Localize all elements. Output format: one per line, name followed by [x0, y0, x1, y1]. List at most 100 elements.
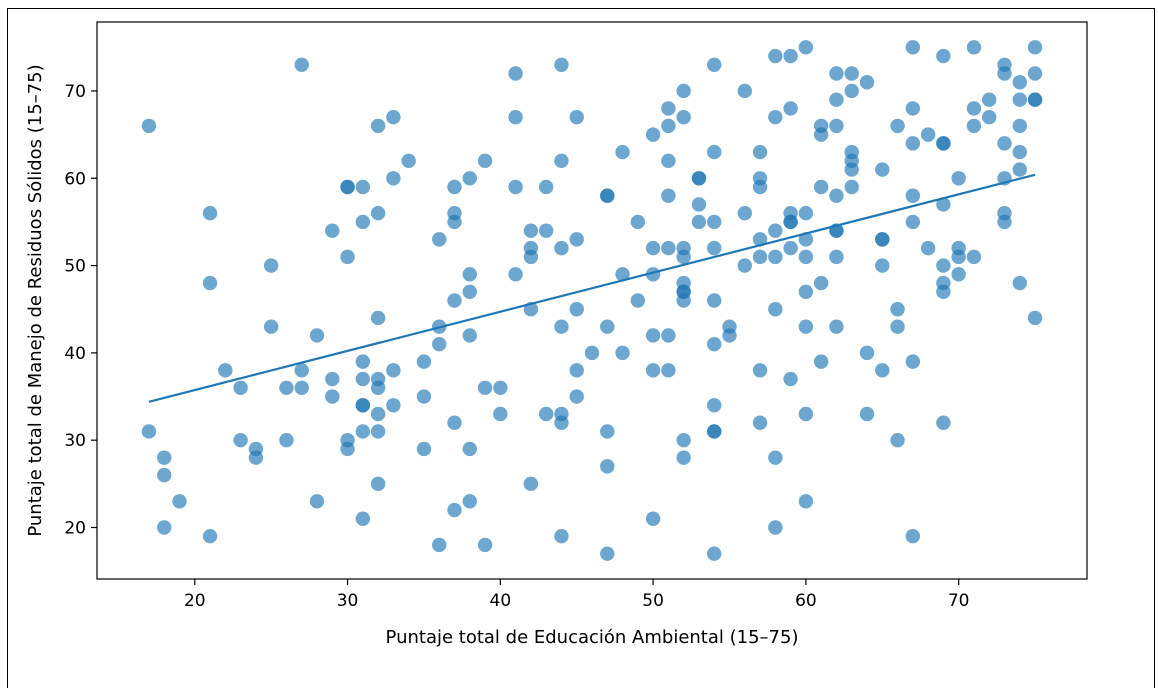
- scatter-point: [462, 284, 477, 299]
- y-tick-label: 30: [64, 431, 86, 451]
- scatter-point: [1012, 162, 1027, 177]
- scatter-point: [737, 258, 752, 273]
- scatter-point: [538, 223, 554, 238]
- x-tick-label: 20: [184, 591, 206, 611]
- scatter-point: [600, 546, 615, 561]
- scatter-point: [386, 171, 401, 186]
- scatter-point: [844, 83, 859, 99]
- scatter-point: [493, 380, 508, 396]
- scatter-point: [707, 240, 722, 256]
- scatter-point: [202, 275, 218, 291]
- y-axis-label: Puntaje total de Manejo de Residuos Sóli…: [25, 64, 46, 536]
- scatter-point: [386, 109, 401, 125]
- scatter-point: [768, 520, 783, 535]
- scatter-point: [768, 109, 783, 125]
- scatter-point: [569, 232, 584, 247]
- scatter-point: [936, 258, 951, 273]
- scatter-point: [905, 354, 921, 369]
- scatter-point: [905, 101, 921, 116]
- scatter-point: [829, 118, 844, 134]
- scatter-point: [294, 57, 309, 72]
- scatter-point: [233, 380, 248, 396]
- scatter-point: [707, 546, 722, 561]
- scatter-point: [951, 249, 966, 265]
- scatter-point: [1027, 92, 1043, 107]
- scatter-point: [936, 136, 951, 151]
- scatter-point: [325, 223, 340, 238]
- scatter-point: [875, 162, 890, 177]
- scatter-point: [1012, 275, 1027, 291]
- scatter-point: [615, 267, 630, 282]
- scatter-point: [798, 284, 814, 299]
- scatter-point: [172, 494, 187, 509]
- scatter-point: [676, 450, 691, 465]
- y-tick-label: 40: [64, 344, 86, 364]
- scatter-point: [890, 302, 905, 317]
- scatter-point: [447, 415, 462, 430]
- scatter-point: [294, 363, 309, 378]
- scatter-point: [829, 319, 844, 334]
- scatter-point: [202, 529, 218, 544]
- scatter-point: [370, 310, 386, 326]
- scatter-point: [798, 249, 814, 265]
- scatter-point: [813, 354, 829, 369]
- x-tick-label: 40: [490, 591, 512, 611]
- scatter-point: [355, 371, 371, 387]
- axis-ticks: 20 30 40 50 60 70 20 30 40 50 60 70: [64, 82, 969, 611]
- scatter-point: [462, 328, 477, 343]
- scatter-point: [477, 153, 493, 169]
- scatter-point: [691, 197, 707, 212]
- scatter-point: [218, 363, 233, 378]
- scatter-point: [982, 109, 997, 125]
- scatter-point: [813, 179, 829, 195]
- y-tick-label: 60: [64, 169, 86, 189]
- scatter-point: [768, 249, 783, 265]
- scatter-point: [661, 328, 676, 343]
- scatter-point: [416, 441, 432, 457]
- scatter-point: [386, 363, 401, 378]
- scatter-point: [737, 205, 752, 221]
- scatter-point: [370, 118, 386, 134]
- scatter-point: [920, 240, 936, 256]
- scatter-point: [936, 197, 951, 212]
- scatter-point: [554, 319, 569, 334]
- scatter-point: [951, 267, 966, 282]
- scatter-point: [875, 363, 890, 378]
- scatter-point: [1012, 118, 1027, 134]
- scatter-point: [997, 66, 1012, 81]
- x-tick-label: 30: [337, 591, 359, 611]
- axes-frame: [96, 21, 1088, 580]
- scatter-point: [829, 66, 844, 81]
- scatter-point: [523, 223, 539, 238]
- x-tick-label: 70: [948, 591, 970, 611]
- scatter-point: [355, 354, 371, 369]
- scatter-point: [462, 267, 477, 282]
- scatter-point: [309, 494, 325, 509]
- scatter-point: [340, 179, 355, 195]
- scatter-point: [722, 328, 737, 343]
- scatter-point: [768, 302, 783, 317]
- scatter-point: [554, 415, 569, 430]
- scatter-point: [844, 162, 859, 177]
- scatter-point: [447, 179, 462, 195]
- scatter-point: [905, 40, 921, 55]
- scatter-point: [630, 293, 646, 308]
- scatter-point: [798, 40, 814, 55]
- scatter-point: [661, 118, 676, 134]
- scatter-point: [508, 66, 523, 81]
- scatter-chart: 20 30 40 50 60 70 20 30 40 50 60 70 Puntaje total d…: [25, 21, 1088, 648]
- scatter-point: [752, 249, 768, 265]
- scatter-point: [661, 153, 676, 169]
- scatter-point: [661, 101, 676, 116]
- scatter-point: [233, 432, 248, 448]
- scatter-point: [813, 127, 829, 142]
- scatter-point: [141, 118, 157, 134]
- scatter-point: [584, 345, 600, 361]
- y-tick-label: 70: [64, 82, 86, 102]
- scatter-point: [936, 415, 951, 430]
- scatter-point: [569, 302, 584, 317]
- scatter-point: [645, 511, 661, 526]
- scatter-point: [157, 520, 172, 535]
- scatter-point: [325, 389, 340, 404]
- scatter-point: [905, 214, 921, 230]
